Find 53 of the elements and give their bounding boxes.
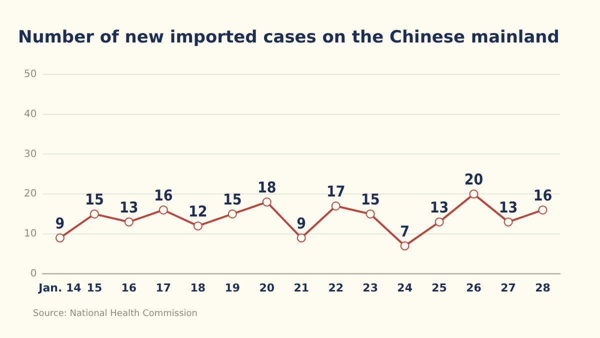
x-tick-label: 20 bbox=[259, 281, 275, 294]
x-tick-label: 17 bbox=[156, 281, 172, 294]
data-label: 18 bbox=[257, 178, 276, 196]
y-tick-label: 40 bbox=[24, 108, 37, 120]
point bbox=[538, 205, 548, 214]
x-tick-label: 22 bbox=[328, 281, 344, 294]
y-tick-label: 20 bbox=[24, 188, 37, 200]
point bbox=[90, 209, 99, 218]
data-label: 9 bbox=[55, 214, 65, 232]
chart-title: Number of new imported cases on the Chinese mainland bbox=[18, 28, 560, 48]
x-tick-label: 16 bbox=[121, 281, 137, 294]
x-tick-label: 25 bbox=[432, 281, 447, 294]
y-tick-label: 50 bbox=[24, 68, 37, 80]
y-tick-label: 10 bbox=[24, 228, 37, 240]
x-tick-label: 23 bbox=[362, 281, 378, 294]
point bbox=[504, 217, 513, 226]
x-tick-label: 21 bbox=[294, 281, 310, 294]
x-tick-label: 27 bbox=[500, 281, 516, 294]
x-tick-label: 24 bbox=[397, 281, 413, 294]
point bbox=[434, 217, 444, 226]
point bbox=[158, 205, 168, 214]
x-tick-label: 19 bbox=[224, 281, 240, 294]
data-label: 7 bbox=[400, 222, 410, 240]
data-label: 13 bbox=[430, 198, 449, 216]
point bbox=[124, 217, 134, 226]
x-tick-label: 18 bbox=[190, 281, 206, 294]
x-tick-label: Jan. 14 bbox=[38, 281, 82, 294]
data-label: 9 bbox=[296, 214, 306, 232]
data-label: 16 bbox=[533, 186, 552, 204]
point bbox=[469, 190, 478, 199]
data-label: 20 bbox=[464, 170, 484, 188]
x-tick-label: 15 bbox=[86, 281, 102, 294]
point bbox=[55, 233, 64, 242]
point bbox=[262, 198, 272, 207]
source-note: Source: National Health Commission bbox=[33, 309, 198, 319]
x-tick-label: 28 bbox=[535, 281, 550, 294]
data-label: 13 bbox=[498, 198, 518, 216]
y-tick-label: 30 bbox=[24, 148, 37, 160]
data-label: 17 bbox=[326, 182, 346, 200]
data-label: 15 bbox=[85, 190, 104, 208]
data-label: 13 bbox=[120, 198, 138, 216]
point bbox=[296, 233, 306, 242]
point bbox=[366, 209, 375, 218]
x-tick-label: 26 bbox=[466, 281, 482, 294]
point bbox=[331, 202, 340, 211]
point bbox=[193, 221, 202, 230]
data-label: 16 bbox=[154, 186, 173, 204]
point bbox=[400, 241, 410, 250]
data-label: 15 bbox=[223, 190, 242, 208]
y-tick-label: 0 bbox=[30, 268, 37, 280]
data-label: 15 bbox=[360, 190, 380, 208]
point bbox=[228, 209, 237, 218]
data-label: 12 bbox=[188, 202, 208, 220]
